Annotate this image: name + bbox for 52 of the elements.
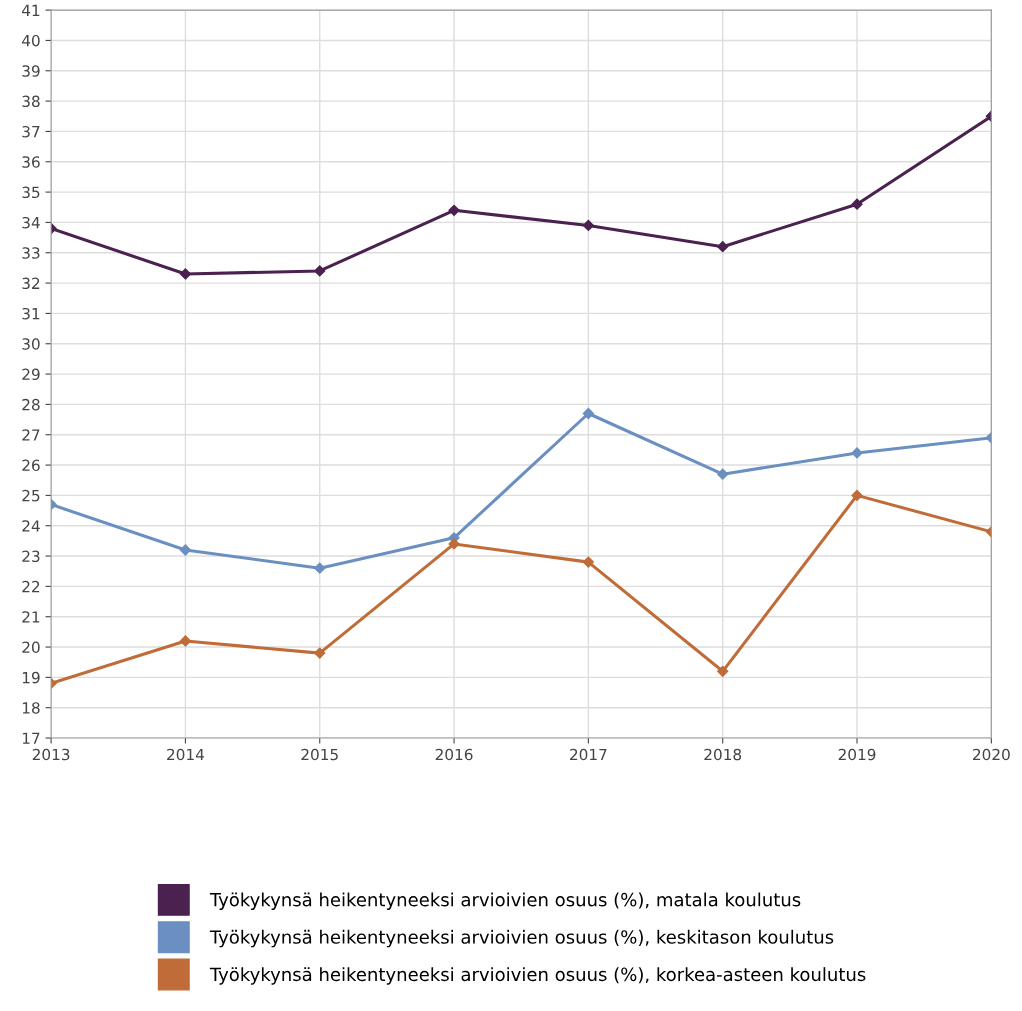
point	[582, 219, 594, 232]
x-tick-label: 2013	[32, 748, 70, 761]
x-tick-label: 2020	[973, 748, 1010, 761]
x-tick-label: 2017	[570, 748, 607, 761]
point	[314, 647, 326, 659]
y-tick-label: 25	[22, 489, 40, 502]
point	[582, 556, 594, 568]
y-tick-label: 38	[22, 95, 40, 108]
y-tick-label: 35	[22, 186, 40, 199]
y-tick-label: 28	[22, 398, 40, 411]
y-tick-label: 19	[22, 671, 40, 684]
point	[851, 198, 863, 210]
point	[179, 544, 192, 556]
y-tick-label: 31	[22, 307, 40, 320]
y-tick-label: 18	[22, 702, 40, 714]
legend-label: Työkykynsä heikentyneeksi arvioivien osuus (%), keskitason koulutus	[209, 929, 834, 948]
y-tick-label: 36	[22, 156, 40, 168]
y-tick-label: 21	[22, 611, 40, 623]
y-tick-label: 32	[22, 277, 40, 290]
y-tick-label: 30	[22, 338, 40, 350]
point	[851, 489, 863, 501]
y-tick-label: 23	[22, 550, 40, 563]
point	[314, 562, 326, 574]
legend-label: Työkykynsä heikentyneeksi arvioivien osuus (%), korkea-asteen koulutus	[209, 967, 866, 985]
y-tick-label: 29	[22, 368, 40, 381]
legend-label: Työkykynsä heikentyneeksi arvioivien osuus (%), matala koulutus	[209, 892, 801, 910]
x-tick-label: 2018	[704, 748, 742, 761]
point	[179, 268, 192, 280]
y-tick-label: 24	[22, 520, 40, 532]
point	[314, 265, 326, 277]
point	[717, 468, 729, 480]
x-tick-label: 2016	[435, 748, 473, 761]
point	[179, 635, 192, 647]
y-tick-label: 39	[22, 65, 40, 77]
point	[448, 538, 460, 550]
y-tick-label: 26	[22, 459, 40, 472]
y-tick-label: 17	[22, 732, 40, 744]
y-tick-label: 41	[21, 4, 40, 16]
x-tick-label: 2015	[301, 748, 338, 761]
point	[717, 241, 729, 253]
point	[448, 204, 460, 216]
y-tick-label: 33	[22, 247, 40, 259]
y-tick-label: 34	[22, 216, 40, 229]
x-tick-label: 2014	[167, 748, 204, 761]
y-tick-label: 40	[21, 34, 40, 47]
y-tick-label: 27	[22, 429, 40, 441]
y-tick-label: 20	[22, 641, 40, 654]
y-tick-label: 22	[22, 580, 40, 593]
y-tick-label: 37	[22, 125, 40, 138]
x-tick-label: 2019	[838, 748, 876, 761]
point	[582, 407, 594, 420]
point	[717, 665, 729, 677]
